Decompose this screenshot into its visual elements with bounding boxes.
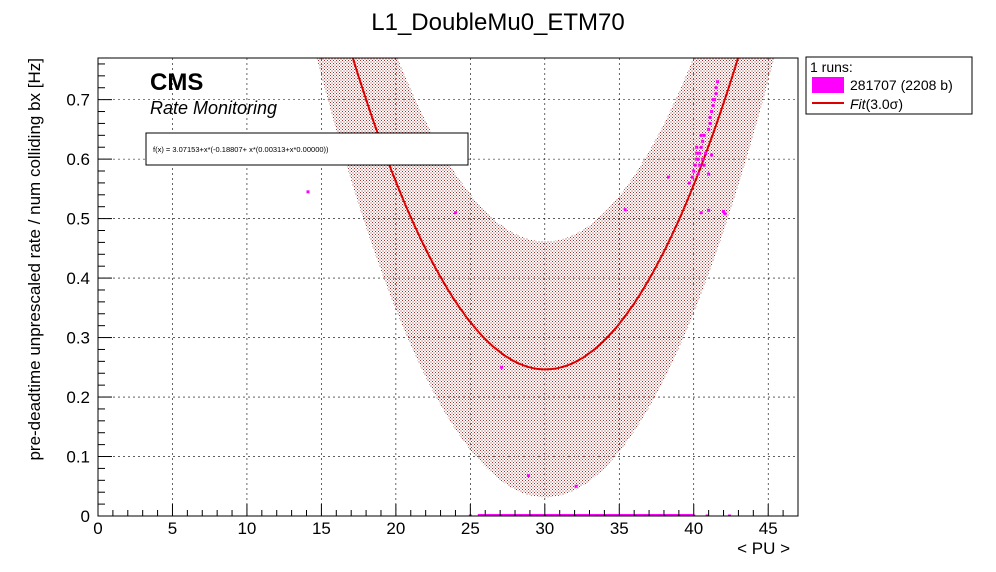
- data-point: [526, 474, 530, 478]
- plot-frame: [97, 57, 799, 517]
- data-point: [714, 86, 718, 90]
- data-point: [710, 110, 714, 114]
- rate-monitoring-label: Rate Monitoring: [150, 98, 277, 118]
- data-point: [702, 133, 706, 137]
- data-point: [699, 145, 703, 149]
- data-point: [707, 127, 711, 131]
- data-point: [707, 172, 711, 176]
- data-point: [711, 104, 715, 108]
- y-tick-label: 0: [81, 507, 90, 526]
- data-point: [699, 211, 703, 215]
- fit-formula-box: [145, 132, 469, 166]
- x-tick-label: 40: [684, 519, 703, 538]
- fit-line: [351, 58, 740, 371]
- data-point: [453, 211, 457, 215]
- data-point: [666, 175, 670, 179]
- data-point: [693, 163, 697, 167]
- legend-header: 1 runs:: [810, 59, 853, 75]
- data-point: [574, 484, 578, 488]
- y-tick-label: 0.3: [66, 329, 90, 348]
- data-point: [699, 133, 703, 137]
- axes: 0 5 10 15 20 25 30 35 40 45 0 0.1 0.2 0.3 0.4 0.5 0.6 0.7: [66, 63, 799, 538]
- data-point: [690, 175, 694, 179]
- data-point: [696, 157, 700, 161]
- x-tick-label: 25: [461, 519, 480, 538]
- x-tick-label: 20: [386, 519, 405, 538]
- data-point: [687, 181, 691, 185]
- data-point: [692, 169, 696, 173]
- fit-band: [316, 58, 775, 498]
- legend: 1 runs: 281707 (2208 b) Fit(3.0σ): [805, 56, 973, 115]
- data-point: [714, 92, 718, 96]
- data-point: [695, 145, 699, 149]
- legend-label-fit: Fit(3.0σ): [850, 96, 903, 112]
- data-point: [710, 153, 714, 157]
- cms-label: CMS: [150, 69, 203, 96]
- data-point: [707, 208, 711, 212]
- data-point: [708, 115, 712, 119]
- legend-label-run: 281707 (2208 b): [850, 77, 953, 93]
- x-tick-label: 30: [535, 519, 554, 538]
- y-tick-label: 0.6: [66, 150, 90, 169]
- data-point: [705, 514, 709, 516]
- x-tick-label: 10: [237, 519, 256, 538]
- data-point: [698, 163, 702, 167]
- data-point: [704, 151, 708, 155]
- x-tick-label: 15: [312, 519, 331, 538]
- data-point: [695, 151, 699, 155]
- data-point: [696, 172, 700, 176]
- y-tick-label: 0.2: [66, 388, 90, 407]
- data-point: [727, 514, 731, 516]
- fit-curve: [351, 58, 740, 371]
- y-tick-label: 0.5: [66, 210, 90, 229]
- data-point: [701, 139, 705, 143]
- data-point: [623, 208, 627, 212]
- data-point: [306, 190, 310, 194]
- x-tick-label: 5: [168, 519, 177, 538]
- chart-title: L1_DoubleMu0_ETM70: [371, 9, 625, 36]
- data-point: [702, 163, 706, 167]
- data-point: [708, 121, 712, 125]
- y-axis-label: pre-deadtime unprescaled rate / num coll…: [25, 58, 44, 461]
- y-tick-label: 0.1: [66, 448, 90, 467]
- data-point: [500, 365, 504, 369]
- fit-formula: f(x) = 3.07153+x*(-0.18807+ x*(0.00313+x…: [153, 145, 329, 154]
- legend-swatch-run: [812, 77, 844, 93]
- data-point: [713, 98, 717, 102]
- y-tick-label: 0.7: [66, 91, 90, 110]
- x-tick-label: 45: [759, 519, 778, 538]
- data-point: [698, 151, 702, 155]
- data-point: [723, 212, 727, 216]
- fit-band-area: [316, 58, 775, 498]
- x-tick-label: 35: [610, 519, 629, 538]
- data-point: [701, 157, 705, 161]
- x-tick-label: 0: [93, 519, 102, 538]
- x-axis-label: < PU >: [737, 539, 790, 558]
- data-point: [716, 80, 720, 84]
- zero-rate-points: [477, 514, 694, 516]
- y-tick-label: 0.4: [66, 269, 90, 288]
- data-point: [722, 209, 726, 213]
